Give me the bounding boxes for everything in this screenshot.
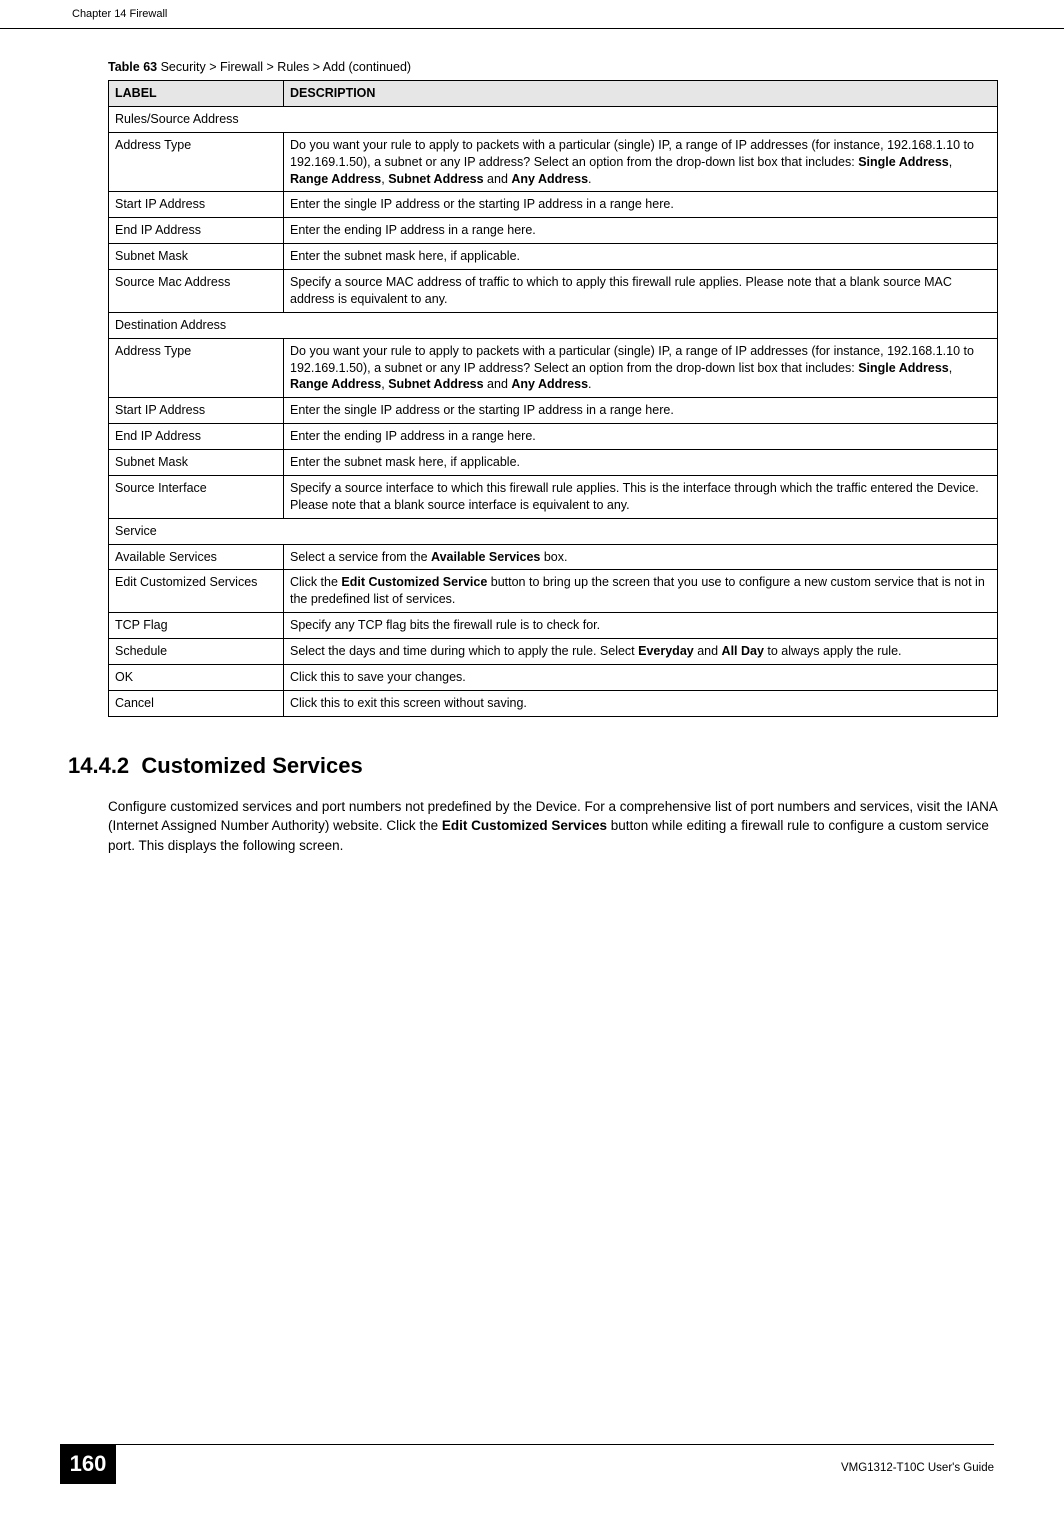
body-bold: Edit Customized Services: [442, 818, 607, 833]
desc-cell: Click the Edit Customized Service button…: [284, 570, 998, 613]
label-cell: Address Type: [109, 338, 284, 398]
desc-cell: Specify a source MAC address of traffic …: [284, 270, 998, 313]
table-row: Edit Customized ServicesClick the Edit C…: [109, 570, 998, 613]
label-cell: Cancel: [109, 690, 284, 716]
section-body: Configure customized services and port n…: [108, 797, 998, 856]
label-cell: Available Services: [109, 544, 284, 570]
table-row: Start IP AddressEnter the single IP addr…: [109, 398, 998, 424]
desc-cell: Select a service from the Available Serv…: [284, 544, 998, 570]
bold-term: Any Address: [511, 172, 588, 186]
table-row: Subnet MaskEnter the subnet mask here, i…: [109, 450, 998, 476]
desc-cell: Enter the ending IP address in a range h…: [284, 218, 998, 244]
table-row: Start IP AddressEnter the single IP addr…: [109, 192, 998, 218]
footer-rule: [108, 1444, 994, 1445]
label-cell: Subnet Mask: [109, 450, 284, 476]
section-number: 14.4.2: [68, 753, 129, 778]
desc-cell: Enter the single IP address or the start…: [284, 192, 998, 218]
table-row: Service: [109, 518, 998, 544]
page-number: 160: [60, 1444, 116, 1484]
table-row: Subnet MaskEnter the subnet mask here, i…: [109, 244, 998, 270]
section-heading: 14.4.2 Customized Services: [68, 753, 998, 779]
bold-term: Subnet Address: [388, 172, 483, 186]
bold-term: All Day: [722, 644, 764, 658]
section-row-cell: Rules/Source Address: [109, 106, 998, 132]
table-row: Address TypeDo you want your rule to app…: [109, 132, 998, 192]
section-title: Customized Services: [141, 753, 362, 778]
label-cell: Source Interface: [109, 475, 284, 518]
table-row: Source InterfaceSpecify a source interfa…: [109, 475, 998, 518]
label-cell: TCP Flag: [109, 613, 284, 639]
footer-guide-title: VMG1312-T10C User's Guide: [841, 1462, 994, 1474]
desc-cell: Enter the single IP address or the start…: [284, 398, 998, 424]
table-caption-text: Security > Firewall > Rules > Add (conti…: [157, 60, 411, 74]
label-cell: End IP Address: [109, 424, 284, 450]
table-row: TCP FlagSpecify any TCP flag bits the fi…: [109, 613, 998, 639]
desc-cell: Specify a source interface to which this…: [284, 475, 998, 518]
col-header-desc: DESCRIPTION: [284, 81, 998, 107]
table-row: Address TypeDo you want your rule to app…: [109, 338, 998, 398]
table-row: CancelClick this to exit this screen wit…: [109, 690, 998, 716]
bold-term: Any Address: [511, 377, 588, 391]
table-row: OKClick this to save your changes.: [109, 664, 998, 690]
bold-term: Single Address: [858, 361, 949, 375]
desc-cell: Select the days and time during which to…: [284, 639, 998, 665]
page-footer: 160 VMG1312-T10C User's Guide: [0, 1444, 1064, 1484]
label-cell: Subnet Mask: [109, 244, 284, 270]
rules-table: LABEL DESCRIPTION Rules/Source AddressAd…: [108, 80, 998, 717]
label-cell: Schedule: [109, 639, 284, 665]
table-row: Source Mac AddressSpecify a source MAC a…: [109, 270, 998, 313]
label-cell: Start IP Address: [109, 192, 284, 218]
col-header-label: LABEL: [109, 81, 284, 107]
table-row: End IP AddressEnter the ending IP addres…: [109, 218, 998, 244]
desc-cell: Do you want your rule to apply to packet…: [284, 132, 998, 192]
label-cell: Source Mac Address: [109, 270, 284, 313]
desc-cell: Specify any TCP flag bits the firewall r…: [284, 613, 998, 639]
table-row: Rules/Source Address: [109, 106, 998, 132]
chapter-header: Chapter 14 Firewall: [72, 8, 167, 20]
label-cell: End IP Address: [109, 218, 284, 244]
label-cell: Start IP Address: [109, 398, 284, 424]
section-row-cell: Destination Address: [109, 312, 998, 338]
table-row: End IP AddressEnter the ending IP addres…: [109, 424, 998, 450]
header-rule: [0, 28, 1064, 48]
label-cell: Address Type: [109, 132, 284, 192]
bold-term: Available Services: [431, 550, 540, 564]
table-row: ScheduleSelect the days and time during …: [109, 639, 998, 665]
section-row-cell: Service: [109, 518, 998, 544]
desc-cell: Click this to exit this screen without s…: [284, 690, 998, 716]
desc-cell: Enter the subnet mask here, if applicabl…: [284, 450, 998, 476]
desc-cell: Enter the ending IP address in a range h…: [284, 424, 998, 450]
bold-term: Range Address: [290, 377, 381, 391]
label-cell: Edit Customized Services: [109, 570, 284, 613]
table-caption-number: Table 63: [108, 60, 157, 74]
table-caption: Table 63 Security > Firewall > Rules > A…: [108, 60, 998, 74]
table-header-row: LABEL DESCRIPTION: [109, 81, 998, 107]
desc-cell: Do you want your rule to apply to packet…: [284, 338, 998, 398]
table-row: Destination Address: [109, 312, 998, 338]
page-content: Table 63 Security > Firewall > Rules > A…: [108, 60, 998, 855]
bold-term: Single Address: [858, 155, 949, 169]
label-cell: OK: [109, 664, 284, 690]
table-row: Available ServicesSelect a service from …: [109, 544, 998, 570]
bold-term: Range Address: [290, 172, 381, 186]
desc-cell: Click this to save your changes.: [284, 664, 998, 690]
desc-cell: Enter the subnet mask here, if applicabl…: [284, 244, 998, 270]
bold-term: Everyday: [638, 644, 694, 658]
bold-term: Edit Customized Service: [341, 575, 487, 589]
bold-term: Subnet Address: [388, 377, 483, 391]
